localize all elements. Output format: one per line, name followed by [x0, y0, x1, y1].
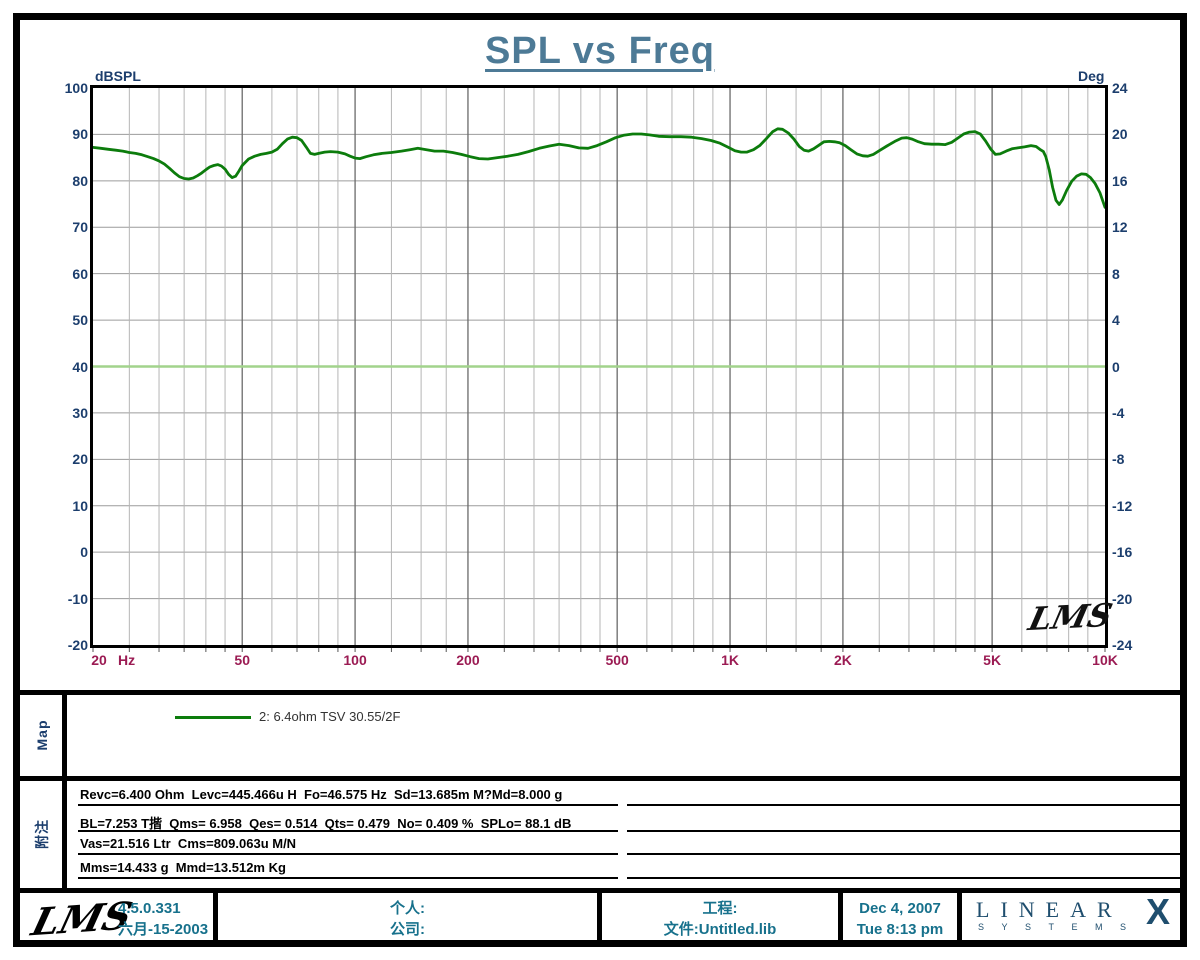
right-tick-label: -12 — [1112, 497, 1133, 514]
left-axis-unit: dBSPL — [95, 68, 141, 84]
time-text: Tue 8:13 pm — [856, 921, 944, 938]
left-tick-label: 40 — [72, 358, 88, 375]
note-underline — [78, 877, 618, 879]
divider-band — [20, 690, 1180, 695]
map-panel-label: Map — [34, 719, 50, 751]
freq-tick-label: 20 — [91, 652, 107, 668]
personal-block: 个人: 公司: — [218, 898, 597, 940]
footer-divider — [597, 893, 602, 940]
legend-label: 2: 6.4ohm TSV 30.55/2F — [259, 709, 401, 724]
notes-panel-label: 附注 — [34, 819, 50, 849]
project-block: 工程: 文件:Untitled.lib — [602, 898, 838, 940]
outer-frame — [13, 13, 1187, 947]
left-tick-label: 10 — [72, 497, 88, 514]
right-tick-label: -24 — [1112, 637, 1133, 653]
footer-divider — [838, 893, 843, 940]
right-tick-label: 0 — [1112, 358, 1120, 375]
right-tick-label: -4 — [1112, 404, 1125, 421]
right-tick-label: 4 — [1112, 312, 1120, 329]
left-tick-label: -10 — [67, 590, 88, 607]
left-tick-label: 90 — [72, 126, 88, 143]
note-underline-empty — [627, 830, 1180, 832]
freq-tick-label: 5K — [983, 652, 1002, 668]
footer-divider — [213, 893, 218, 940]
chart-title: SPL vs Freq — [485, 30, 715, 72]
left-tick-label: 0 — [80, 544, 88, 561]
left-tick-label: 30 — [72, 404, 88, 421]
left-tick-label: 100 — [64, 80, 88, 96]
map-cell-divider — [62, 695, 67, 776]
divider-band — [20, 776, 1180, 781]
left-tick-label: 70 — [72, 219, 88, 236]
note-line: Vas=21.516 Ltr Cms=809.063u M/N — [80, 836, 297, 851]
personal-label: 个人: — [390, 900, 425, 917]
freq-tick-label: 2K — [833, 652, 852, 668]
spl-vs-freq-plot — [90, 85, 1108, 652]
version-block: 4.5.0.331 六月-15-2003 — [118, 898, 208, 940]
linearx-logo: LINEAR X SYSTEMS — [962, 891, 1180, 940]
date-text: Dec 4, 2007 — [859, 900, 941, 917]
notes-cell-divider — [62, 781, 67, 888]
datetime-block: Dec 4, 2007 Tue 8:13 pm — [843, 898, 957, 940]
right-tick-label: 16 — [1112, 172, 1128, 189]
project-label: 工程: — [702, 900, 738, 917]
linearx-logo-systems: SYSTEMS — [978, 922, 1144, 932]
note-line: BL=7.253 T揩 Qms= 6.958 Qes= 0.514 Qts= 0… — [80, 816, 572, 831]
linearx-logo-x: X — [1145, 891, 1170, 932]
curve-spl — [91, 127, 1107, 209]
legend-line-swatch — [175, 716, 251, 719]
file-label: 文件:Untitled.lib — [663, 921, 777, 938]
note-underline-empty — [627, 877, 1180, 879]
left-tick-label: -20 — [67, 637, 88, 653]
right-tick-label: 8 — [1112, 265, 1120, 282]
build-date: 六月-15-2003 — [118, 921, 209, 938]
right-tick-label: 20 — [1112, 126, 1128, 143]
note-line: Mms=14.433 g Mmd=13.512m Kg — [80, 860, 286, 875]
plot-frame — [90, 85, 1108, 648]
left-tick-label: 60 — [72, 265, 88, 282]
linearx-logo-linear: LINEAR — [976, 897, 1123, 922]
freq-axis-unit: Hz — [118, 652, 136, 668]
note-underline-empty — [627, 853, 1180, 855]
footer-divider — [957, 893, 962, 940]
right-tick-label: -16 — [1112, 544, 1133, 561]
note-underline — [78, 830, 618, 832]
freq-tick-label: 500 — [605, 652, 629, 668]
version-number: 4.5.0.331 — [118, 900, 181, 917]
right-axis-unit: Deg — [1078, 68, 1105, 84]
right-tick-label: -20 — [1112, 590, 1133, 607]
note-underline — [78, 804, 618, 806]
left-tick-label: 80 — [72, 172, 88, 189]
freq-tick-label: 1K — [721, 652, 739, 668]
note-line: Revc=6.400 Ohm Levc=445.466u H Fo=46.575… — [80, 787, 563, 802]
freq-tick-label: 200 — [456, 652, 480, 668]
freq-tick-label: 50 — [234, 652, 250, 668]
note-underline — [78, 853, 618, 855]
lms-watermark: LMS — [1025, 595, 1117, 639]
freq-tick-label: 100 — [343, 652, 367, 668]
left-tick-label: 50 — [72, 312, 88, 329]
freq-tick-label: 10K — [1092, 652, 1118, 668]
right-tick-label: 24 — [1112, 80, 1128, 96]
left-tick-label: 20 — [72, 451, 88, 468]
right-tick-label: 12 — [1112, 219, 1128, 236]
divider-band — [20, 888, 1180, 893]
company-label: 公司: — [390, 921, 425, 938]
right-tick-label: -8 — [1112, 451, 1125, 468]
note-underline-empty — [627, 804, 1180, 806]
